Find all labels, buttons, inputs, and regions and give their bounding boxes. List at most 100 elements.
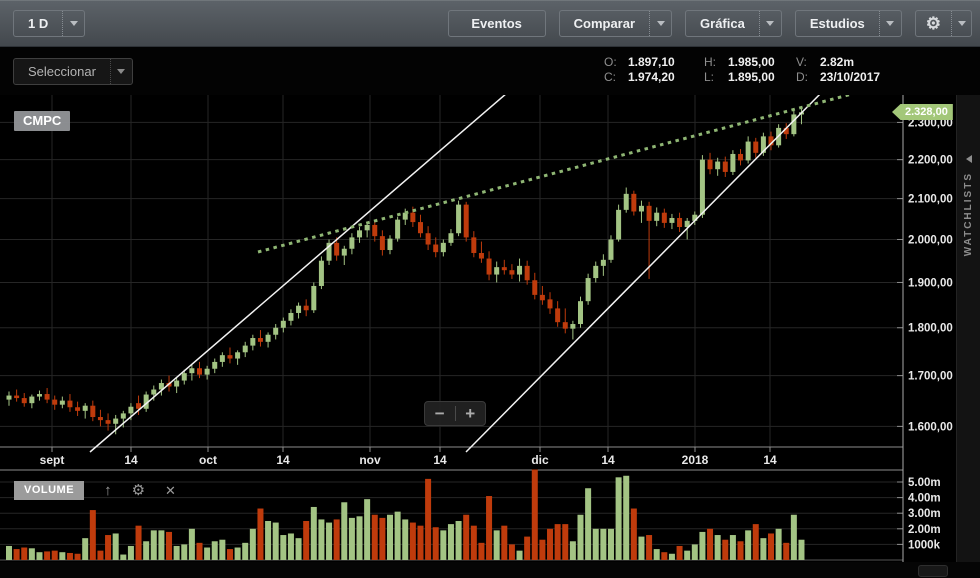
candle-body [791,114,797,135]
volume-axis-label: 1000k [908,539,941,551]
chart-type-dropdown-button[interactable] [758,11,781,36]
candle-body [440,242,446,253]
bottom-strip [0,562,980,578]
volume-bar [653,549,660,560]
candle-body [608,239,614,260]
candle-body [417,222,423,234]
watchlists-tab[interactable]: WATCHLISTS [956,95,980,562]
volume-bar [531,469,538,560]
volume-bar [105,535,112,560]
volume-bar [348,517,355,560]
symbol-select-dropdown-button[interactable] [109,59,132,84]
volume-bar [287,533,294,560]
bottom-right-panel-button[interactable] [918,565,948,577]
open-label: O: [604,54,617,69]
volume-bar [242,542,249,560]
volume-bar [127,545,134,560]
x-axis-label: oct [199,453,217,467]
volume-bar [760,538,767,560]
candle-body [174,380,180,387]
candle-body [578,301,583,325]
candle-body [113,418,119,424]
move-panel-up-icon[interactable]: ↑ [104,482,112,499]
chevron-down-icon [766,21,775,26]
compare-dropdown-button[interactable] [649,11,671,36]
candle-body [82,405,88,411]
volume-settings-gear-icon[interactable]: ⚙ [131,482,146,499]
candle-body [14,395,20,399]
price-axis-label: 2.200,00 [908,155,953,167]
volume-bar [150,530,157,560]
symbol-row: Seleccionar O: 1.897,10 H: 1.985,00 V: 2… [0,47,980,95]
zoom-out-button[interactable]: − [425,405,455,422]
events-button[interactable]: Eventos [447,10,546,37]
volume-bar [592,528,599,560]
candle-body [75,407,81,411]
volume-bar [249,528,256,560]
volume-bar [600,528,607,560]
volume-bar [607,528,614,560]
volume-bar [326,522,333,560]
candle-body [67,400,73,408]
low-value: 1.895,00 [728,69,775,84]
candle-body [158,383,164,390]
settings-button[interactable]: ⚙ [916,11,951,36]
volume-bar [303,521,310,560]
date-value: 23/10/2017 [820,69,881,84]
candle-body [280,320,286,328]
last-price-badge: 2.328,00 [892,104,953,120]
close-value: 1.974,20 [628,69,675,84]
candle-body [616,209,622,240]
volume-bar [615,477,622,560]
volume-bar [790,514,797,560]
candle-body [6,395,12,400]
watchlists-tab-label: WATCHLISTS [963,172,974,257]
price-chart[interactable]: sept 14 oct 14 nov 14 dic 14 2018 14 2.300,00 2.200… [0,85,980,578]
period-dropdown-button[interactable] [62,11,84,36]
candle-body [273,327,279,335]
candle-body [570,324,576,329]
close-volume-panel-icon[interactable]: ✕ [165,483,176,498]
candle-body [29,396,35,404]
candle-body [471,237,477,253]
volume-bar [630,508,637,560]
volume-bar [554,524,561,560]
candle-body [547,299,553,309]
x-axis-label: sept [40,453,65,467]
volume-bar [714,535,721,560]
candle-body [105,420,111,424]
candle-body [296,305,302,313]
volume-bar [737,541,744,560]
candle-body [204,368,210,375]
candle-body [357,230,363,238]
volume-axis-label: 2.00m [908,524,941,536]
symbol-select-button[interactable]: Seleccionar [14,59,110,84]
volume-bar [36,552,43,560]
volume-bar [768,533,774,560]
settings-dropdown-button[interactable] [951,11,971,36]
studies-button[interactable]: Estudios [796,11,879,36]
symbol-selector: Seleccionar [13,58,133,85]
chart-type-button[interactable]: Gráfica [686,11,759,36]
volume-axis-label: 4.00m [908,493,941,505]
x-axis-label: 14 [601,453,615,467]
compare-button[interactable]: Comparar [560,11,649,36]
gear-icon: ⚙ [925,14,941,33]
volume-bar [798,539,805,560]
volume-bar [112,533,119,560]
period-button[interactable]: 1 D [14,11,62,36]
volume-bar [707,528,714,560]
chevron-down-icon [117,69,126,74]
zoom-in-button[interactable]: + [456,405,486,422]
studies-dropdown-button[interactable] [878,11,901,36]
price-axis-label: 1.800,00 [908,323,953,335]
volume-bar [333,519,340,560]
candle-body [585,278,591,302]
open-value: 1.897,10 [628,54,675,69]
candle-body [456,204,462,234]
candle-body [227,355,233,359]
candle-body [753,141,759,153]
candle-body [661,212,667,223]
candle-body [433,244,439,253]
x-axis-label: 14 [763,453,777,467]
